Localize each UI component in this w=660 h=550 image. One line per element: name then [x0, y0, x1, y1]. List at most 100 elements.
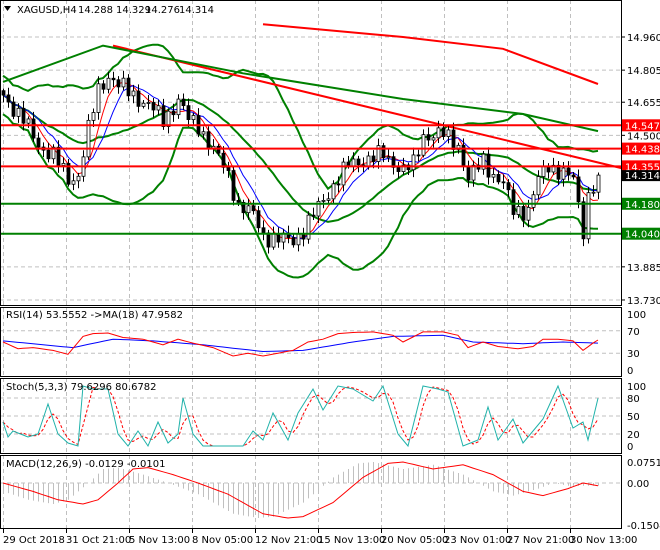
candle[interactable] — [36, 132, 41, 155]
macd-panel[interactable] — [2, 461, 599, 519]
candle[interactable] — [541, 159, 546, 184]
candle[interactable] — [406, 162, 411, 175]
candle[interactable] — [1, 88, 6, 103]
candle[interactable] — [376, 138, 381, 169]
candle[interactable] — [311, 207, 316, 220]
candle[interactable] — [251, 200, 256, 215]
candle[interactable] — [111, 71, 116, 87]
candle[interactable] — [11, 96, 16, 120]
candle[interactable] — [391, 151, 396, 175]
candle[interactable] — [316, 197, 321, 224]
candle[interactable] — [426, 127, 431, 147]
candle[interactable] — [86, 114, 91, 160]
candle[interactable] — [176, 94, 181, 119]
collapse-triangle-icon[interactable] — [4, 6, 11, 11]
candle[interactable] — [141, 100, 146, 109]
candle[interactable] — [361, 157, 366, 173]
candle[interactable] — [151, 97, 156, 118]
candle[interactable] — [131, 84, 136, 104]
candle[interactable] — [41, 142, 46, 158]
candle[interactable] — [166, 108, 171, 134]
candle[interactable] — [31, 111, 36, 142]
candle[interactable] — [511, 183, 516, 220]
candle[interactable] — [261, 220, 266, 241]
candle[interactable] — [276, 227, 281, 248]
candle[interactable] — [481, 150, 486, 175]
candle[interactable] — [521, 202, 526, 228]
candle[interactable] — [241, 199, 246, 220]
stoch-panel[interactable] — [2, 384, 599, 448]
candle[interactable] — [156, 99, 161, 116]
rsi-panel[interactable] — [2, 331, 599, 357]
candle[interactable] — [106, 71, 111, 94]
candle[interactable] — [566, 161, 571, 181]
candle[interactable] — [121, 70, 126, 91]
candle[interactable] — [321, 193, 326, 209]
candle[interactable] — [231, 165, 236, 206]
candle[interactable] — [396, 161, 401, 179]
candle[interactable] — [246, 198, 251, 220]
candle[interactable] — [51, 144, 56, 164]
candle[interactable] — [491, 168, 496, 184]
candle[interactable] — [181, 93, 186, 111]
candle[interactable] — [16, 103, 21, 123]
candle[interactable] — [591, 185, 596, 197]
candle[interactable] — [386, 149, 391, 162]
candle[interactable] — [496, 170, 501, 185]
candle[interactable] — [416, 149, 421, 162]
candle[interactable] — [536, 170, 541, 200]
candle[interactable] — [466, 160, 471, 188]
candle[interactable] — [96, 76, 101, 120]
candle[interactable] — [221, 146, 226, 174]
candle[interactable] — [196, 108, 201, 138]
candle[interactable] — [356, 155, 361, 173]
candle[interactable] — [186, 98, 191, 127]
candle[interactable] — [126, 74, 131, 102]
candle[interactable] — [281, 228, 286, 250]
candle[interactable] — [76, 172, 81, 189]
candle[interactable] — [256, 206, 261, 233]
candle[interactable] — [46, 142, 51, 163]
price-panel[interactable] — [0, 23, 624, 279]
candle[interactable] — [146, 95, 151, 110]
candle[interactable] — [301, 227, 306, 247]
candle[interactable] — [446, 125, 451, 144]
candle[interactable] — [596, 172, 601, 200]
candle[interactable] — [411, 147, 416, 178]
candle[interactable] — [291, 234, 296, 248]
candle[interactable] — [341, 157, 346, 192]
candle[interactable] — [556, 161, 561, 185]
candle[interactable] — [191, 113, 196, 127]
candle[interactable] — [171, 103, 176, 122]
candle[interactable] — [371, 150, 376, 169]
candle[interactable] — [331, 180, 336, 204]
candle[interactable] — [66, 159, 71, 187]
candle[interactable] — [216, 144, 221, 156]
candle[interactable] — [586, 186, 591, 244]
candle[interactable] — [581, 197, 586, 247]
candle[interactable] — [101, 80, 106, 94]
candle[interactable] — [71, 173, 76, 191]
candle[interactable] — [306, 211, 311, 244]
candle[interactable] — [576, 169, 581, 209]
candle[interactable] — [531, 190, 536, 212]
candle[interactable] — [6, 87, 11, 108]
candle[interactable] — [136, 84, 141, 113]
candle[interactable] — [116, 76, 121, 94]
candle[interactable] — [201, 126, 206, 140]
candle[interactable] — [431, 135, 436, 148]
candle[interactable] — [571, 172, 576, 180]
candle[interactable] — [326, 192, 331, 204]
candle[interactable] — [501, 174, 506, 190]
candle[interactable] — [91, 108, 96, 128]
candle[interactable] — [476, 157, 481, 173]
candle[interactable] — [296, 227, 301, 252]
candle[interactable] — [421, 129, 426, 158]
candle[interactable] — [506, 179, 511, 198]
candle[interactable] — [336, 176, 341, 193]
candle[interactable] — [471, 160, 476, 187]
candle[interactable] — [211, 139, 216, 155]
candle[interactable] — [381, 142, 386, 163]
